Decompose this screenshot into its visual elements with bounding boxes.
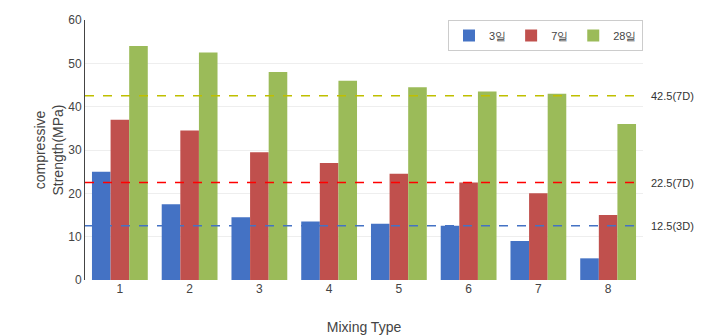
svg-text:3: 3 <box>256 282 263 296</box>
svg-text:3일: 3일 <box>489 30 506 42</box>
svg-text:10: 10 <box>68 230 82 244</box>
svg-text:30: 30 <box>68 143 82 157</box>
svg-text:12.5(3D): 12.5(3D) <box>651 220 694 232</box>
svg-text:28일: 28일 <box>613 30 636 42</box>
svg-text:50: 50 <box>68 57 82 71</box>
svg-text:42.5(7D): 42.5(7D) <box>651 90 694 102</box>
svg-text:8: 8 <box>605 282 612 296</box>
svg-text:7: 7 <box>535 282 542 296</box>
svg-text:Mixing Type: Mixing Type <box>327 319 402 335</box>
svg-text:20: 20 <box>68 187 82 201</box>
svg-text:5: 5 <box>396 282 403 296</box>
svg-text:compressiveStrength(MPa): compressiveStrength(MPa) <box>32 104 66 195</box>
svg-text:0: 0 <box>75 273 82 287</box>
svg-text:4: 4 <box>326 282 333 296</box>
svg-text:60: 60 <box>68 13 82 27</box>
svg-text:40: 40 <box>68 100 82 114</box>
svg-text:1: 1 <box>117 282 124 296</box>
svg-text:6: 6 <box>465 282 472 296</box>
svg-text:22.5(7D): 22.5(7D) <box>651 177 694 189</box>
svg-text:7일: 7일 <box>551 30 568 42</box>
svg-text:2: 2 <box>186 282 193 296</box>
